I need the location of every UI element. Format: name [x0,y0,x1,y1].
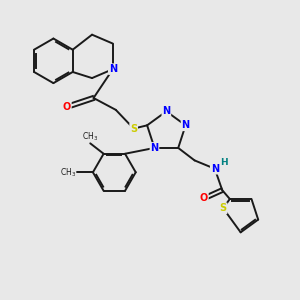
Text: CH$_3$: CH$_3$ [82,130,98,143]
Text: N: N [150,143,158,153]
Text: O: O [200,194,208,203]
Text: S: S [130,124,137,134]
Text: O: O [63,102,71,112]
Text: N: N [182,120,190,130]
Text: H: H [220,158,227,167]
Text: CH$_3$: CH$_3$ [60,166,76,178]
Text: S: S [220,203,227,213]
Text: N: N [211,164,219,174]
Text: N: N [109,64,117,74]
Text: N: N [162,106,170,116]
